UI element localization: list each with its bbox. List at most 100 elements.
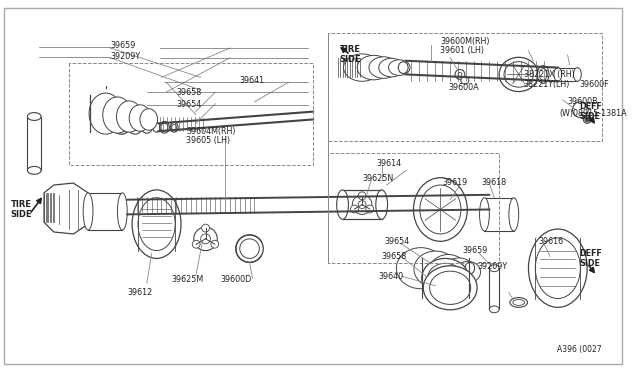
Ellipse shape (513, 299, 525, 305)
Text: 39640: 39640 (379, 272, 404, 280)
Ellipse shape (337, 190, 348, 219)
Ellipse shape (499, 57, 538, 92)
Text: 39654: 39654 (176, 100, 202, 109)
Ellipse shape (444, 258, 475, 284)
Text: 39618: 39618 (481, 177, 507, 187)
Circle shape (202, 224, 209, 232)
Text: 38221X (RH): 38221X (RH) (524, 70, 574, 79)
Text: 39625N: 39625N (362, 174, 394, 183)
Text: 39600D: 39600D (220, 275, 252, 285)
Text: 39601 (LH): 39601 (LH) (440, 46, 484, 55)
Ellipse shape (388, 60, 410, 76)
Text: 39600F: 39600F (579, 80, 609, 89)
Ellipse shape (140, 109, 157, 130)
Circle shape (240, 239, 259, 259)
Text: 39604M(RH): 39604M(RH) (186, 127, 236, 136)
Ellipse shape (423, 266, 477, 310)
Ellipse shape (141, 119, 153, 133)
Bar (342, 190, 381, 219)
Ellipse shape (28, 113, 41, 121)
Circle shape (351, 205, 358, 213)
Ellipse shape (379, 58, 404, 77)
Ellipse shape (420, 185, 461, 234)
Text: 39659: 39659 (463, 246, 488, 255)
Bar (484, 198, 514, 231)
Text: 39641: 39641 (240, 76, 265, 85)
Circle shape (455, 70, 465, 79)
Text: DEFF: DEFF (579, 249, 602, 258)
Ellipse shape (428, 263, 463, 293)
Circle shape (366, 205, 374, 213)
Text: 39600M(RH): 39600M(RH) (440, 37, 490, 46)
Ellipse shape (126, 113, 144, 134)
Ellipse shape (116, 101, 142, 132)
Ellipse shape (414, 251, 457, 287)
Text: SIDE: SIDE (579, 259, 600, 268)
Ellipse shape (465, 262, 475, 274)
Bar (490, 268, 499, 309)
Text: 39209Y: 39209Y (111, 52, 141, 61)
Text: A396 (0027: A396 (0027 (557, 345, 602, 354)
Ellipse shape (398, 62, 408, 73)
Ellipse shape (89, 93, 122, 134)
Circle shape (583, 116, 591, 124)
Ellipse shape (490, 265, 499, 272)
Text: SIDE: SIDE (579, 112, 600, 121)
Ellipse shape (422, 259, 468, 298)
Ellipse shape (90, 94, 122, 133)
Ellipse shape (479, 198, 490, 231)
Circle shape (236, 235, 263, 262)
Ellipse shape (376, 190, 388, 219)
Circle shape (211, 240, 219, 248)
Circle shape (573, 102, 588, 118)
Ellipse shape (138, 198, 175, 251)
Text: SIDE: SIDE (340, 55, 361, 64)
Ellipse shape (170, 122, 178, 132)
Ellipse shape (103, 97, 132, 133)
Text: 39625M: 39625M (172, 275, 204, 285)
Circle shape (585, 118, 589, 121)
Circle shape (461, 76, 468, 84)
Ellipse shape (344, 54, 381, 81)
Ellipse shape (429, 271, 471, 304)
Ellipse shape (535, 238, 580, 299)
Bar (558, 68, 577, 81)
Text: 39654: 39654 (385, 237, 410, 246)
Ellipse shape (490, 306, 499, 313)
Ellipse shape (504, 62, 533, 87)
Ellipse shape (357, 55, 390, 80)
Ellipse shape (132, 190, 181, 259)
Bar (88, 193, 122, 230)
Circle shape (192, 240, 200, 248)
Text: 39659: 39659 (111, 41, 136, 49)
Text: 39614: 39614 (377, 159, 402, 168)
Text: TIRE: TIRE (340, 45, 361, 54)
Ellipse shape (369, 57, 398, 78)
Polygon shape (44, 183, 88, 234)
Bar (28, 116, 41, 170)
Text: SIDE: SIDE (11, 210, 33, 219)
Text: DEFF: DEFF (579, 102, 602, 111)
Circle shape (200, 234, 211, 244)
Ellipse shape (540, 68, 547, 80)
Text: 39616: 39616 (538, 237, 563, 246)
Text: (W)08915-1381A: (W)08915-1381A (560, 109, 627, 118)
Ellipse shape (529, 229, 587, 307)
Ellipse shape (396, 248, 445, 289)
Text: 39600A: 39600A (448, 83, 479, 92)
Circle shape (358, 201, 366, 209)
Circle shape (358, 192, 366, 200)
Text: 39619: 39619 (442, 177, 468, 187)
Circle shape (194, 227, 217, 251)
Ellipse shape (509, 198, 518, 231)
Ellipse shape (573, 68, 581, 81)
Text: 39658: 39658 (381, 252, 407, 261)
Ellipse shape (554, 68, 562, 81)
Ellipse shape (537, 65, 549, 83)
Text: TIRE: TIRE (11, 200, 32, 209)
Ellipse shape (455, 262, 481, 283)
Text: 39605 (LH): 39605 (LH) (186, 137, 230, 145)
Ellipse shape (28, 166, 41, 174)
Ellipse shape (159, 121, 170, 133)
Ellipse shape (429, 254, 467, 286)
